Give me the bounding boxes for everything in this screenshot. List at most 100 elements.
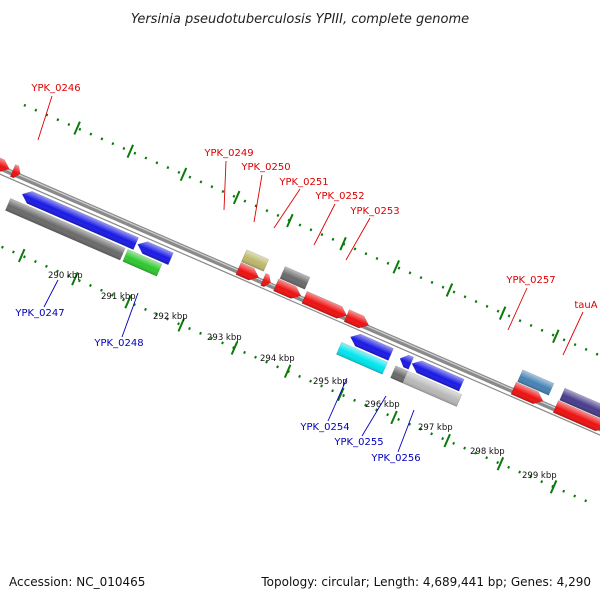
- outer-major-tick: [73, 121, 81, 135]
- inner-major-tick: [390, 410, 398, 425]
- feature-ypk0247-shade: [22, 191, 139, 250]
- gene-label-ypk0247-leader: [43, 279, 59, 308]
- inner-major-tick: [17, 248, 26, 263]
- inner-major-tick: [177, 318, 185, 332]
- feature-rev-a[interactable]: [5, 198, 126, 261]
- outer-major-tick: [179, 167, 188, 182]
- feature-rev-d-shade: [400, 355, 414, 370]
- tick-label: 293 kbp: [207, 333, 242, 343]
- gene-label-ypk0255[interactable]: YPK_0255: [333, 395, 387, 448]
- feature-ypk0248[interactable]: [122, 249, 163, 277]
- tick-label: 294 kbp: [260, 354, 295, 364]
- outer-major-tick: [445, 283, 454, 297]
- gene-label-ypk0254-leader: [327, 377, 348, 422]
- feature-ypk0254-shade: [336, 342, 388, 375]
- gene-label-ypk0251-text: YPK_0251: [278, 177, 328, 188]
- gene-label-taua-text: tauA: [574, 300, 597, 311]
- gene-label-ypk0257-text: YPK_0257: [505, 275, 555, 286]
- accession-text: Accession: NC_010465: [9, 575, 145, 589]
- feature-fwd-c-shade: [10, 164, 21, 178]
- feature-rev-c-shade: [350, 334, 394, 361]
- gene-label-ypk0249-text: YPK_0249: [203, 148, 253, 159]
- inner-major-tick: [443, 433, 451, 448]
- gene-label-ypk0247-text: YPK_0247: [14, 308, 64, 319]
- feature-ypk0249-shade: [241, 249, 269, 272]
- feature-ypk0251[interactable]: [273, 278, 303, 302]
- inner-major-tick: [496, 456, 505, 471]
- tick-label: 292 kbp: [153, 312, 188, 322]
- feature-rev-b-shade: [137, 241, 174, 265]
- feature-ypk0255[interactable]: [390, 365, 408, 384]
- feature-fwd-g-shade: [553, 400, 600, 431]
- outer-major-tick: [498, 306, 507, 320]
- feature-fwd-c[interactable]: [9, 164, 23, 180]
- gene-label-ypk0246-leader: [37, 95, 53, 141]
- gene-label-ypk0253-leader: [345, 217, 371, 261]
- outer-major-tick: [126, 144, 135, 159]
- feature-ypk0249[interactable]: [241, 249, 269, 272]
- feature-fwd-d[interactable]: [235, 262, 261, 284]
- inner-major-tick: [124, 295, 132, 309]
- feature-fwd-d-shade: [235, 262, 259, 281]
- tick-label: 291 kbp: [101, 292, 136, 302]
- feature-rev-a-shade: [5, 198, 126, 261]
- gene-label-taua[interactable]: tauA: [562, 300, 598, 356]
- feature-fwd-b[interactable]: [0, 151, 12, 175]
- feature-ypk0256[interactable]: [409, 358, 465, 392]
- outer-major-tick: [552, 329, 560, 344]
- gene-label-ypk0254-text: YPK_0254: [299, 422, 349, 433]
- gene-label-ypk0247[interactable]: YPK_0247: [14, 279, 65, 319]
- feature-ypk0252[interactable]: [301, 291, 349, 321]
- feature-ypk0257-shade: [517, 369, 554, 396]
- gene-label-ypk0256[interactable]: YPK_0256: [370, 409, 421, 464]
- gene-label-ypk0250-leader: [253, 174, 263, 223]
- gene-label-ypk0255-text: YPK_0255: [333, 437, 383, 448]
- feature-rev-e[interactable]: [402, 370, 463, 407]
- gene-label-ypk0252-text: YPK_0252: [314, 191, 364, 202]
- feature-ypk0248-shade: [122, 249, 162, 277]
- gene-label-ypk0248[interactable]: YPK_0248: [93, 292, 144, 349]
- gene-label-ypk0256-text: YPK_0256: [370, 453, 420, 464]
- feature-ypk0253[interactable]: [343, 309, 371, 331]
- outer-major-tick: [339, 236, 347, 251]
- gene-label-ypk0254[interactable]: YPK_0254: [299, 377, 350, 433]
- feature-ypk0253-shade: [344, 309, 369, 328]
- feature-rev-c[interactable]: [348, 331, 394, 361]
- map-title: Yersinia pseudotuberculosis YPIII, compl…: [131, 12, 469, 27]
- feature-fwd-e[interactable]: [260, 273, 274, 288]
- feature-rev-b[interactable]: [135, 238, 174, 266]
- gene-label-ypk0251[interactable]: YPK_0251: [273, 177, 329, 229]
- feature-fwd-f[interactable]: [510, 381, 546, 407]
- feature-ypk0257[interactable]: [517, 369, 555, 396]
- feature-rev-e-shade: [402, 371, 462, 407]
- tick-label: 290 kbp: [48, 271, 83, 281]
- feature-ypk0255-shade: [390, 365, 408, 383]
- feature-ypk0254[interactable]: [336, 342, 388, 375]
- tick-label: 296 kbp: [365, 400, 400, 410]
- gene-label-ypk0248-text: YPK_0248: [93, 338, 143, 349]
- gene-label-ypk0250[interactable]: YPK_0250: [240, 162, 291, 223]
- gene-label-ypk0250-text: YPK_0250: [240, 162, 290, 173]
- feature-fwd-f-shade: [511, 382, 543, 404]
- genome-backbone-inner: [0, 171, 600, 444]
- gene-label-ypk0249-leader: [223, 160, 227, 211]
- gene-label-ypk0249[interactable]: YPK_0249: [203, 148, 254, 211]
- gene-label-ypk0252[interactable]: YPK_0252: [313, 191, 365, 246]
- outer-major-tick: [232, 190, 241, 205]
- feature-fwd-g[interactable]: [552, 400, 600, 434]
- tick-label: 299 kbp: [522, 471, 557, 481]
- inner-major-tick: [283, 364, 292, 379]
- gene-label-ypk0253-text: YPK_0253: [349, 206, 399, 217]
- gene-label-ypk0257[interactable]: YPK_0257: [505, 275, 556, 331]
- gene-label-ypk0251-leader: [273, 188, 301, 229]
- feature-ypk0250-shade: [279, 266, 310, 290]
- feature-ypk0250[interactable]: [279, 266, 311, 290]
- gene-label-ypk0253[interactable]: YPK_0253: [345, 206, 400, 261]
- gene-label-taua-leader: [562, 311, 584, 356]
- feature-ypk0247[interactable]: [20, 188, 139, 250]
- gene-label-ypk0255-leader: [361, 395, 387, 437]
- feature-rev-d[interactable]: [397, 353, 414, 370]
- feature-taua-shade: [559, 388, 600, 423]
- gene-label-ypk0246[interactable]: YPK_0246: [30, 83, 81, 141]
